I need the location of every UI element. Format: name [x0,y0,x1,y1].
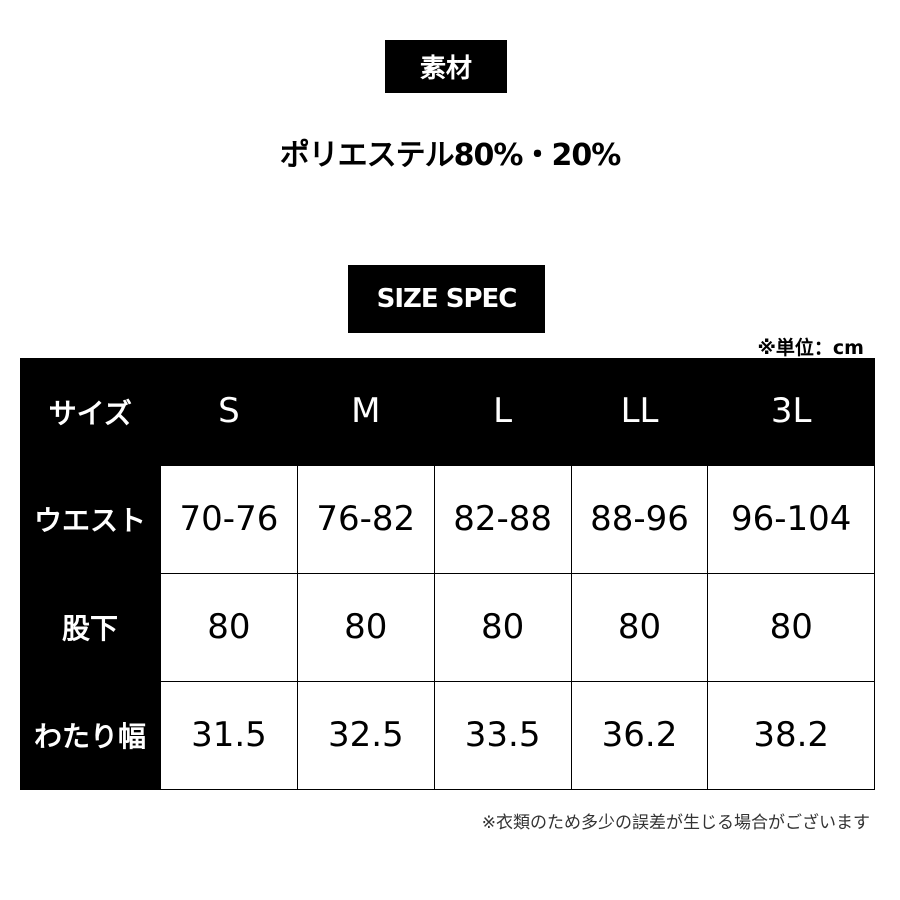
header-cell: LL [620,391,659,432]
material-heading: 素材 [385,40,507,93]
material-text: ポリエステル80%・20% [279,138,622,173]
table-cell: 31.5 [160,680,298,790]
header-row: サイズ S M L LL 3L [20,358,875,465]
table-cell: 96-104 [707,464,875,574]
header-cell: M [351,391,381,432]
table-cell: 70-76 [160,464,298,574]
table-cell: 80 [707,572,875,682]
header-cell: L [493,391,513,432]
header-label: サイズ [48,396,132,430]
table-cell: 88-96 [570,464,709,574]
table-cell: 82-88 [433,464,572,574]
table-cell: 38.2 [707,680,875,790]
header-cell: 3L [770,391,812,432]
table-cell: 80 [570,572,709,682]
size-table: サイズ S M L LL 3L ウエスト 70-76 76-82 82-88 8… [20,358,875,790]
table-cell: 33.5 [433,680,572,790]
row-label: ウエスト [33,504,146,537]
table-cell: 36.2 [570,680,709,790]
header-cell: S [218,391,240,432]
row-label: わたり幅 [33,720,146,753]
table-cell: 32.5 [296,680,435,790]
table-cell: 80 [296,572,435,682]
row-label: 股下 [61,612,118,645]
disclaimer-note: ※衣類のため多少の誤差が生じる場合がございます [481,813,870,833]
size-spec-heading: SIZE SPEC [348,265,545,333]
table-row: ウエスト 70-76 76-82 82-88 88-96 96-104 [20,464,875,574]
table-row: わたり幅 31.5 32.5 33.5 36.2 38.2 [20,680,875,790]
table-cell: 80 [160,572,298,682]
table-row: 股下 80 80 80 80 80 [20,572,875,682]
table-cell: 76-82 [296,464,435,574]
table-cell: 80 [433,572,572,682]
unit-label: ※単位：cm [757,337,864,359]
